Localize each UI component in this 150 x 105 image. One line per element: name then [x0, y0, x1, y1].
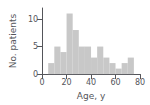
- svg-text:10: 10: [28, 15, 38, 24]
- svg-text:60: 60: [110, 78, 120, 87]
- svg-text:0: 0: [40, 78, 45, 87]
- svg-text:80: 80: [135, 78, 145, 87]
- svg-text:No. patients: No. patients: [8, 13, 18, 68]
- svg-text:0: 0: [33, 70, 38, 79]
- svg-text:5: 5: [33, 42, 38, 51]
- svg-text:Age, y: Age, y: [77, 91, 106, 101]
- svg-text:20: 20: [61, 78, 71, 87]
- svg-text:40: 40: [86, 78, 96, 87]
